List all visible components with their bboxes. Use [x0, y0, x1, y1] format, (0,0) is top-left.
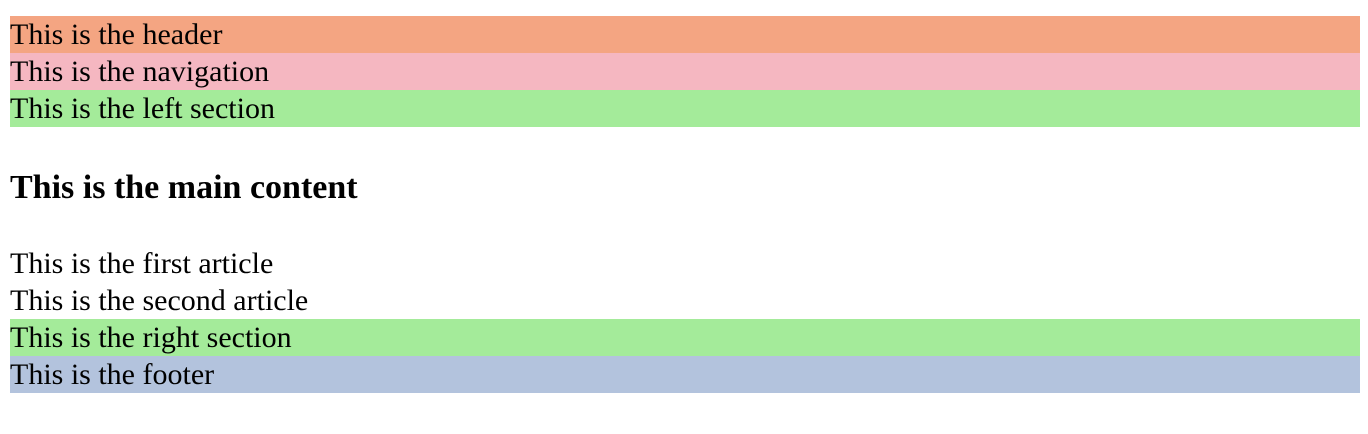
navigation-bar: This is the navigation	[10, 53, 1360, 90]
article-text: This is the second article	[10, 284, 309, 317]
navigation-text: This is the navigation	[10, 55, 270, 88]
page-footer: This is the footer	[10, 356, 1360, 393]
page-header: This is the header	[10, 16, 1360, 53]
article-second: This is the second article	[10, 282, 1360, 319]
page: This is the header This is the navigatio…	[10, 16, 1360, 393]
left-section-text: This is the left section	[10, 92, 275, 125]
right-section-text: This is the right section	[10, 321, 292, 354]
header-text: This is the header	[10, 18, 223, 51]
article-first: This is the first article	[10, 245, 1360, 282]
main-content-title: This is the main content	[10, 169, 358, 206]
article-text: This is the first article	[10, 247, 274, 280]
footer-text: This is the footer	[10, 358, 215, 391]
left-section: This is the left section	[10, 90, 1360, 127]
right-section: This is the right section	[10, 319, 1360, 356]
main-content: This is the main content This is the fir…	[10, 127, 1360, 319]
